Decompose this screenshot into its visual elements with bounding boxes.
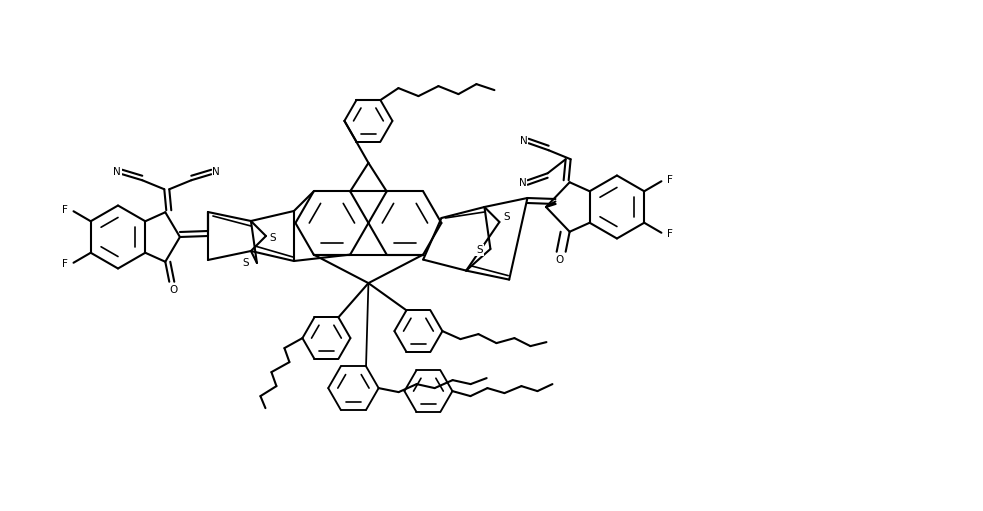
Text: F: F bbox=[667, 229, 673, 239]
Text: N: N bbox=[519, 178, 527, 188]
Text: S: S bbox=[269, 233, 276, 243]
Text: N: N bbox=[212, 167, 220, 177]
Text: S: S bbox=[476, 245, 483, 255]
Text: S: S bbox=[243, 258, 250, 268]
Text: O: O bbox=[169, 285, 177, 295]
Text: O: O bbox=[555, 255, 564, 265]
Text: N: N bbox=[113, 167, 121, 177]
Text: S: S bbox=[503, 212, 510, 222]
Text: F: F bbox=[62, 259, 68, 269]
Text: F: F bbox=[667, 175, 673, 185]
Text: N: N bbox=[520, 136, 528, 146]
Text: F: F bbox=[62, 205, 68, 215]
